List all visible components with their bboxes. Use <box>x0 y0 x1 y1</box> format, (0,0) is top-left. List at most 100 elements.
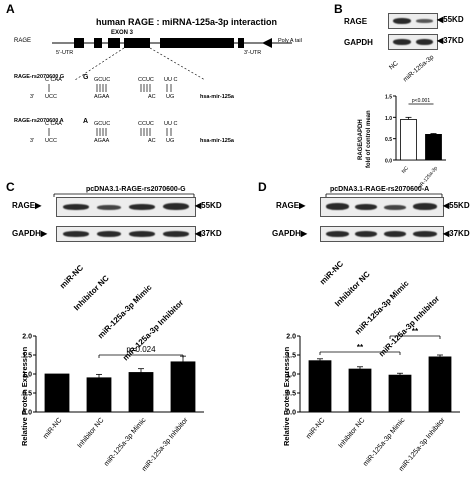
panel-c-band-gapdh-4 <box>163 231 189 237</box>
panel-d-band-rage-2 <box>355 204 377 210</box>
panel-c-band-gapdh-1 <box>63 231 89 237</box>
panel-d-band-rage-4 <box>413 203 437 210</box>
panel-c-size-55: ◀55KD <box>195 201 222 210</box>
allele-a-bot-end: UG <box>166 138 175 144</box>
panel-c-label: C <box>6 180 15 194</box>
allele-a-prime3: 3' <box>30 138 35 144</box>
panel-d-ytick-label: 1.5 <box>286 353 296 360</box>
pairing-lines-g <box>48 84 172 92</box>
panel-c-ytick-label: 1.5 <box>22 353 32 360</box>
allele-g-prime3: 3' <box>30 94 35 100</box>
panel-c-blot-rage <box>56 197 196 217</box>
panel-c-blot-gapdh <box>56 226 196 242</box>
panel-b-band-rage-mir <box>416 19 433 23</box>
panel-b-blot-rage <box>388 13 438 29</box>
panel-b-xlabel: NC <box>401 165 410 175</box>
exon-box-6 <box>238 38 244 48</box>
allele-g-bot-left: UCC <box>45 94 57 100</box>
allele-a-top-left: C CAA <box>45 121 62 127</box>
allele-g-name: RAGE-rs2070600 G <box>14 74 65 80</box>
panel-a-label: A <box>6 2 15 16</box>
panel-c-ytick-label: 1.0 <box>22 372 32 379</box>
panel-d-band-gapdh-3 <box>384 231 406 237</box>
panel-b-size-37: ◀37KD <box>437 36 464 45</box>
panel-b-ytick-label: 0.5 <box>385 137 392 143</box>
panel-d-band-gapdh-1 <box>326 231 349 237</box>
panel-b-ytick-label: 0.0 <box>385 159 392 165</box>
panel-b-blot-gapdh <box>388 34 438 50</box>
panel-b-band-gapdh-mir <box>416 39 433 45</box>
panel-b-row-rage: RAGE <box>344 17 368 26</box>
utr5-label: 5'-UTR <box>56 50 74 56</box>
panel-b-ytick-label: 1.0 <box>385 116 392 122</box>
allele-g-bot-right: AC <box>148 94 156 100</box>
panel-d-bar <box>388 374 412 413</box>
panel-d-row-gapdh: GAPDH▶ <box>272 229 308 238</box>
panel-b-row-gapdh: GAPDH <box>344 38 373 47</box>
panel-d-bar <box>428 356 452 413</box>
exon-label: EXON 3 <box>111 30 134 36</box>
allele-a-top-right: CCUC <box>138 121 154 127</box>
panel-c-bar <box>170 361 196 413</box>
panel-d-band-rage-1 <box>326 203 349 210</box>
polya-label: Poly A tail <box>278 38 302 44</box>
allele-g-top-mid: GCUC <box>94 77 111 83</box>
panel-d-band-rage-3 <box>384 205 406 210</box>
panel-d-ytick-label: 2.0 <box>286 334 296 341</box>
allele-a-top-end: UU C <box>164 121 178 127</box>
allele-a-bot-right: AC <box>148 138 156 144</box>
panel-d-blot-gapdh <box>320 226 444 242</box>
panel-b-label: B <box>334 2 343 16</box>
panel-d-row-rage: RAGE▶ <box>276 201 306 210</box>
panel-d-band-gapdh-2 <box>355 231 377 237</box>
panel-d-construct: pcDNA3.1-RAGE-rs2070600-A <box>330 186 430 193</box>
panel-b-ytick-label: 1.5 <box>385 95 392 101</box>
panel-d-xlabel: miR-125a-3p Inhibitor <box>398 416 447 473</box>
panel-c-construct: pcDNA3.1-RAGE-rs2070600-G <box>86 186 186 193</box>
panel-a-title: human RAGE : miRNA-125a-3p interaction <box>96 17 278 27</box>
allele-a-name: RAGE-rs2070600 A <box>14 118 64 124</box>
panel-b-band-rage-nc <box>393 18 411 24</box>
allele-g-bot-end: UG <box>166 94 175 100</box>
panel-d-label: D <box>258 180 267 194</box>
allele-g-mutation: G <box>83 74 89 81</box>
panel-d-ytick-label: 1.0 <box>286 372 296 379</box>
panel-c-ytick-label: 2.0 <box>22 334 32 341</box>
allele-g-mirna: hsa-mir-125a <box>200 94 234 100</box>
panel-d-bar <box>348 368 372 413</box>
panel-c-bar <box>44 373 70 413</box>
panel-d-size-37: ◀37KD <box>443 229 470 238</box>
panel-d-blot-rage <box>320 197 444 217</box>
allele-a-mirna: hsa-mir-125a <box>200 138 234 144</box>
panel-b-band-gapdh-nc <box>393 39 411 45</box>
panel-d-sig-2: ** <box>412 327 419 336</box>
allele-a-mutation: A <box>83 118 89 125</box>
allele-a-top-mid: GCUC <box>94 121 111 127</box>
panel-b-size-55: ◀55KD <box>437 15 464 24</box>
panel-c-band-rage-4 <box>163 203 189 210</box>
panel-c-pvalue: p=0.024 <box>126 345 156 354</box>
panel-c-band-rage-2 <box>97 205 121 210</box>
panel-c-band-rage-1 <box>63 204 89 210</box>
panel-c-row-rage: RAGE▶ <box>12 201 42 210</box>
allele-a-bot-mid: AGAA <box>94 138 110 144</box>
panel-d-ytick-label: 0.5 <box>286 391 296 398</box>
panel-c-row-gapdh: GAPDH▶ <box>12 229 48 238</box>
panel-b-pvalue: p<0.001 <box>412 98 430 104</box>
panel-d-ytick-label: 0.0 <box>286 410 296 417</box>
panel-c-band-gapdh-3 <box>129 231 155 237</box>
panel-d-xlabel: Inhibitor NC <box>337 417 366 450</box>
exon-box-3 <box>108 38 120 48</box>
exon-box-5 <box>160 38 234 48</box>
panel-c-ytick-label: 0.5 <box>22 391 32 398</box>
exon-box-2 <box>94 38 102 48</box>
polya-arrow <box>262 38 272 48</box>
allele-a-bot-left: UCC <box>45 138 57 144</box>
panel-c-ytick-label: 0.0 <box>22 410 32 417</box>
allele-g-top-left: C CAA <box>45 77 62 83</box>
panel-d-size-55: ◀55KD <box>443 201 470 210</box>
